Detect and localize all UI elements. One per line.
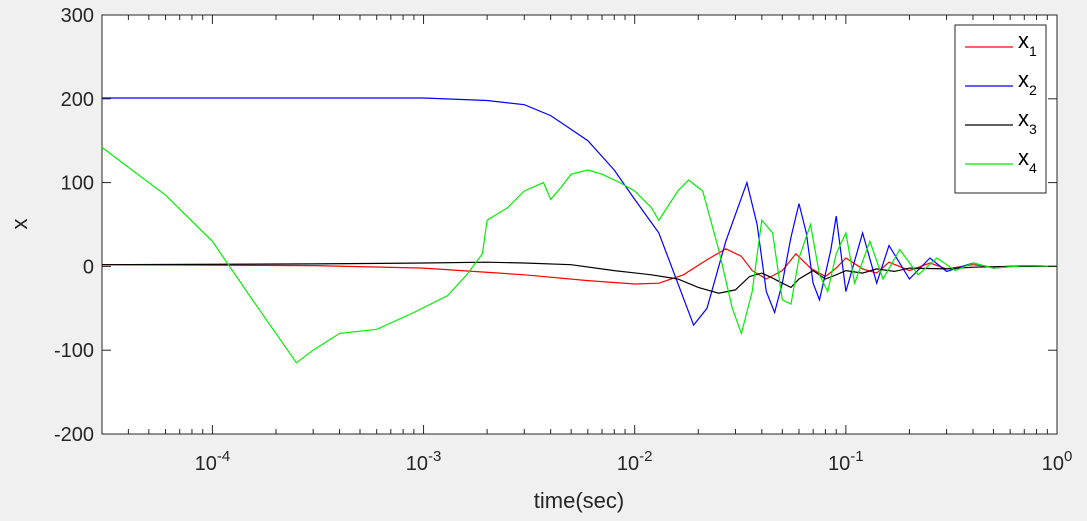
plot-area bbox=[101, 14, 1058, 435]
legend: x1 x2 x3 x4 bbox=[954, 24, 1047, 194]
y-axis-label: x bbox=[7, 219, 32, 230]
tick-layer: 10-4 10-3 10-2 10-1 100 300 200 100 0 -100 -200 bbox=[54, 5, 1072, 475]
y-tick-label: -100 bbox=[54, 340, 94, 362]
y-tick-label: 200 bbox=[61, 89, 94, 111]
legend-label-x3: x3 bbox=[1018, 106, 1037, 137]
legend-label-x2: x2 bbox=[1018, 67, 1037, 98]
y-tick-label: 300 bbox=[61, 5, 94, 27]
legend-label-x1: x1 bbox=[1018, 28, 1037, 59]
y-tick-label: 0 bbox=[83, 256, 94, 278]
series-line-x1 bbox=[101, 248, 1058, 285]
series-line-x4 bbox=[101, 146, 1058, 364]
x-tick-label: 10-3 bbox=[406, 448, 442, 475]
x-tick-label: 10-2 bbox=[617, 448, 653, 475]
series-layer bbox=[101, 97, 1058, 364]
x-tick-label: 10-1 bbox=[828, 448, 864, 475]
x-axis-label: time(sec) bbox=[534, 488, 624, 513]
y-tick-label: 100 bbox=[61, 173, 94, 195]
series-line-x3 bbox=[101, 261, 1057, 294]
y-tick-label: -200 bbox=[54, 424, 94, 446]
legend-label-x4: x4 bbox=[1018, 145, 1037, 176]
x-tick-label: 10-4 bbox=[195, 448, 231, 475]
x-tick-label: 100 bbox=[1042, 448, 1073, 475]
legend-box bbox=[954, 24, 1047, 194]
